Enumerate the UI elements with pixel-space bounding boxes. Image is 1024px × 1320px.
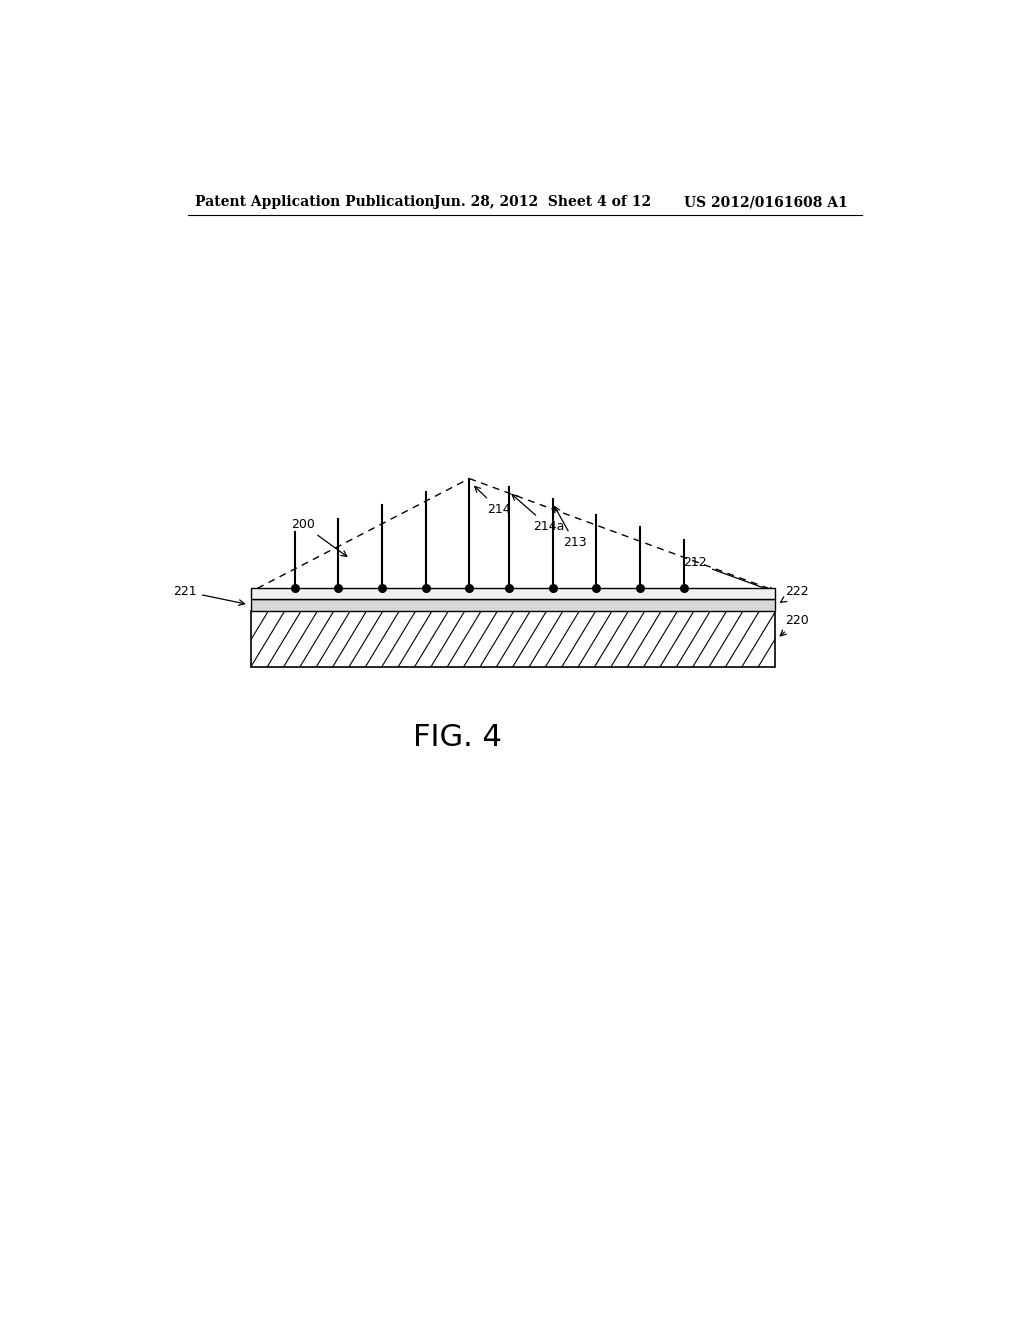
- Text: 214: 214: [475, 487, 510, 516]
- Text: 222: 222: [780, 585, 809, 602]
- Text: Patent Application Publication: Patent Application Publication: [196, 195, 435, 209]
- Text: Jun. 28, 2012  Sheet 4 of 12: Jun. 28, 2012 Sheet 4 of 12: [433, 195, 650, 209]
- Text: 214a: 214a: [512, 495, 564, 533]
- Text: 213: 213: [555, 507, 587, 549]
- Bar: [251, 598, 775, 611]
- Text: 220: 220: [780, 614, 809, 636]
- Bar: [251, 589, 775, 598]
- Text: 221: 221: [173, 585, 245, 606]
- Text: 200: 200: [291, 517, 347, 557]
- Text: 212: 212: [684, 557, 775, 593]
- Text: FIG. 4: FIG. 4: [413, 723, 502, 752]
- Bar: [251, 611, 775, 667]
- Text: US 2012/0161608 A1: US 2012/0161608 A1: [684, 195, 847, 209]
